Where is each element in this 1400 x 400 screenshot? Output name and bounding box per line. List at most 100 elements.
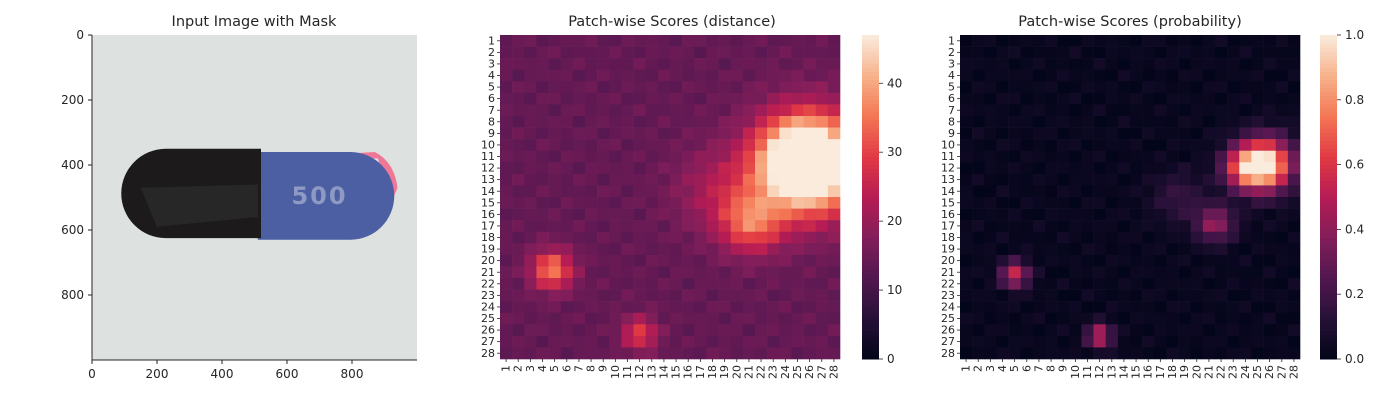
heatmap-cell [791,254,804,267]
colorbar-segment [862,43,879,48]
heatmap-cell [512,185,525,198]
heatmap-cell [512,231,525,244]
col-label: 2 [972,365,985,372]
heatmap-cell [524,278,537,290]
probability-colorbar: 0.00.20.40.60.81.0 [1320,28,1364,366]
heatmap-cell [730,162,744,175]
heatmap-cell [791,324,804,337]
heatmap-cell [1275,81,1289,94]
heatmap-cell [1069,104,1082,117]
colorbar-segment [1320,116,1337,121]
heatmap-cell [524,347,537,360]
colorbar-segment [1320,99,1337,105]
heatmap-cell [1142,220,1155,233]
heatmap-cell [1117,301,1131,314]
heatmap-cell [670,81,683,94]
heatmap-cell [1178,150,1192,163]
heatmap-cell [718,243,732,256]
heatmap-cell [1227,104,1240,117]
colorbar-segment [862,322,879,328]
heatmap-cell [1263,347,1277,360]
heatmap-cell [500,220,513,233]
colorbar-segment [1320,245,1337,251]
colorbar-segment [1320,103,1337,109]
heatmap-cell [560,220,574,233]
heatmap-cell [972,208,985,221]
heatmap-cell [1154,301,1167,314]
heatmap-cell [779,278,792,290]
heatmap-cell [1227,335,1240,348]
heatmap-cell [1032,46,1046,59]
heatmap-cell [791,139,804,152]
heatmap-cell [1215,278,1228,290]
heatmap-cell [1020,162,1034,175]
heatmap-cell [1215,289,1228,302]
heatmap-cell [960,243,973,256]
heatmap-cell [1263,162,1277,175]
colorbar-segment [862,330,879,336]
heatmap-cell [791,220,804,233]
heatmap-cell [996,69,1009,82]
heatmap-cell [1008,81,1022,94]
heatmap-cell [960,69,973,82]
heatmap-cell [572,301,586,314]
heatmap-cell [657,81,671,94]
heatmap-cell [609,139,622,152]
col-label: 14 [657,365,670,379]
heatmap-cell [1008,347,1022,360]
heatmap-cell [536,58,549,71]
heatmap-cell [1105,254,1119,267]
heatmap-cell [597,312,610,325]
heatmap-cell [1202,127,1216,140]
heatmap-cell [803,58,817,71]
heatmap-cell [803,139,817,152]
heatmap-cell [1178,104,1192,117]
heatmap-cell [972,104,985,117]
heatmap-cell [1227,92,1240,105]
heatmap-cell [572,347,586,360]
heatmap-cell [694,289,707,302]
heatmap-cell [1275,197,1289,209]
col-label: 28 [1287,365,1300,379]
colorbar-segment [1320,205,1337,210]
heatmap-cell [1069,116,1082,128]
heatmap-cell [621,127,634,140]
heatmap-cell [1130,289,1143,302]
row-label: 12 [481,162,495,175]
heatmap-cell [585,278,598,290]
heatmap-cell [960,116,973,128]
colorbar-segment [862,310,879,315]
heatmap-cell [779,104,792,117]
heatmap-cell [657,92,671,105]
heatmap-cell [1215,231,1228,244]
colorbar-segment [1320,67,1337,72]
col-label: 15 [1130,365,1143,379]
heatmap-cell [1105,81,1119,94]
col-label: 20 [730,365,743,379]
heatmap-cell [706,347,719,360]
heatmap-cell [984,139,997,152]
heatmap-cell [645,347,659,360]
heatmap-cell [597,162,610,175]
heatmap-cell [694,335,707,348]
heatmap-cell [670,266,683,279]
heatmap-cell [1263,231,1277,244]
heatmap-cell [1008,231,1022,244]
heatmap-cell [767,185,780,198]
heatmap-cell [1275,243,1289,256]
heatmap-cell [572,254,586,267]
heatmap-cell [730,301,744,314]
heatmap-cell [670,278,683,290]
heatmap-cell [803,231,817,244]
heatmap-cell [1166,335,1179,348]
heatmap-cell [755,266,768,279]
heatmap-cell [548,81,562,94]
heatmap-cell [694,254,707,267]
heatmap-cell [682,301,695,314]
heatmap-cell [984,254,997,267]
heatmap-cell [1202,197,1216,209]
heatmap-cell [996,208,1009,221]
heatmap-cell [1020,58,1034,71]
heatmap-cell [670,127,683,140]
heatmap-cell [560,266,574,279]
